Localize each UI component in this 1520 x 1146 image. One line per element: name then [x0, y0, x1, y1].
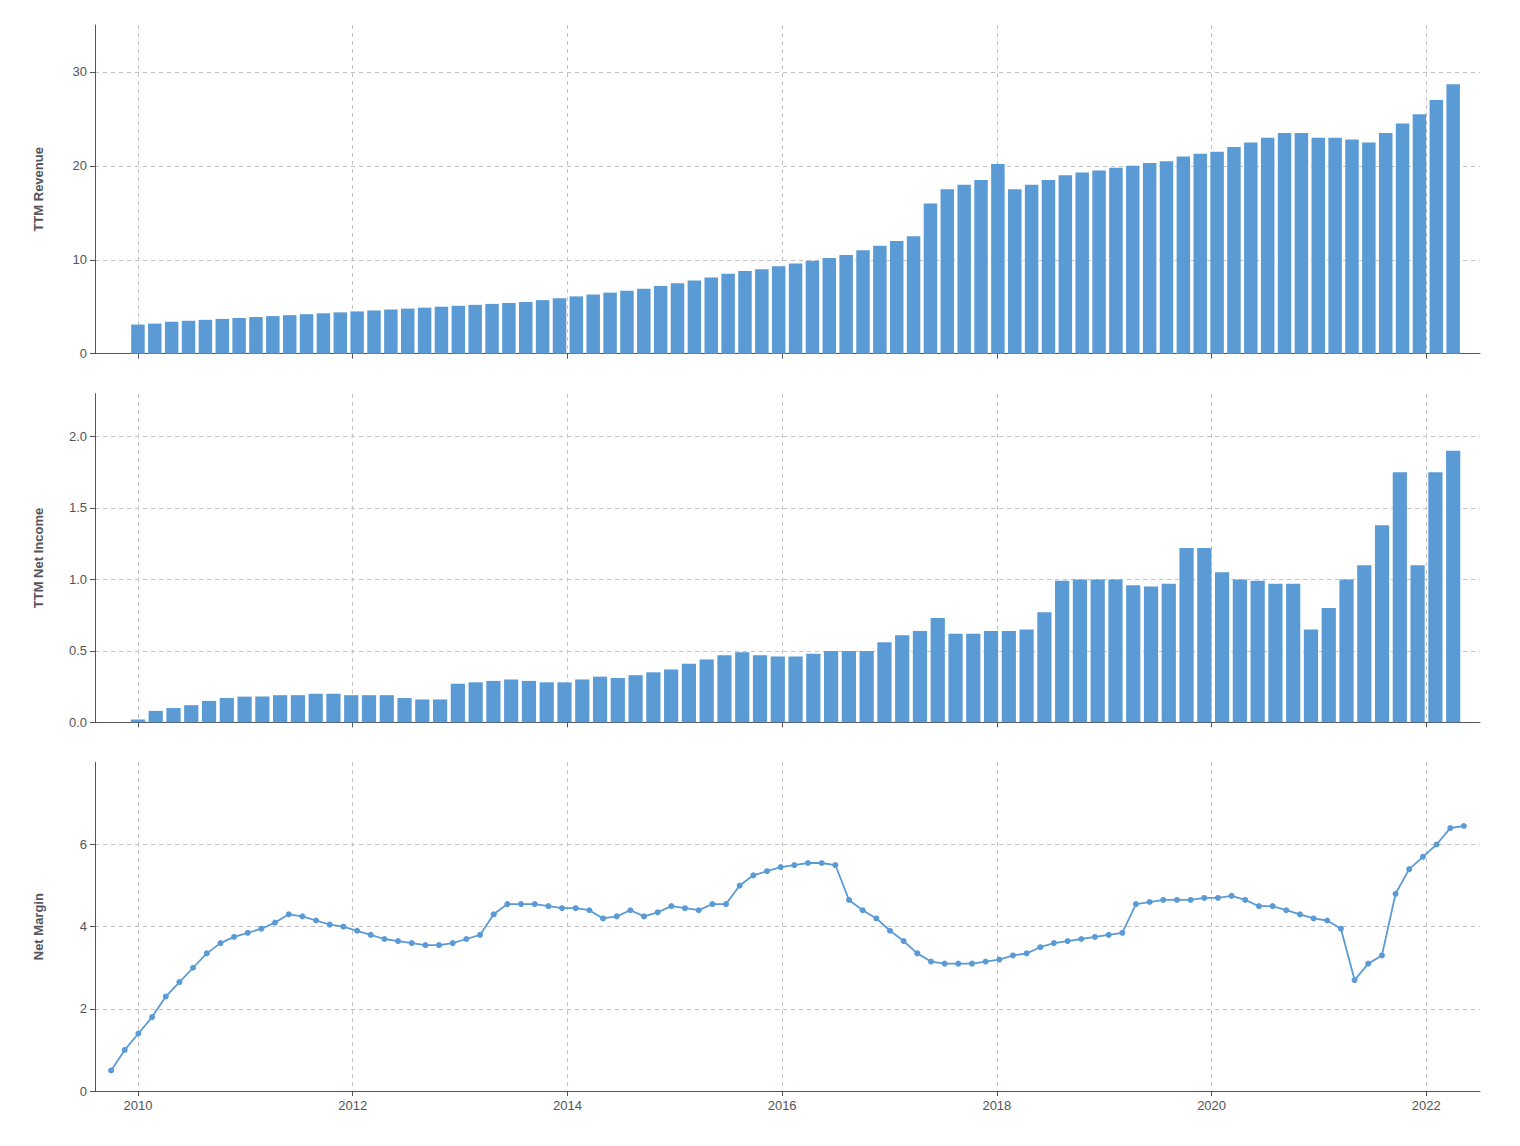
svg-text:2014: 2014: [553, 1098, 582, 1113]
svg-text:2018: 2018: [982, 1098, 1011, 1113]
svg-text:6: 6: [80, 837, 87, 852]
svg-text:2020: 2020: [1197, 1098, 1226, 1113]
svg-text:0: 0: [80, 1084, 87, 1099]
svg-text:2012: 2012: [338, 1098, 367, 1113]
svg-text:30: 30: [73, 64, 87, 79]
svg-text:0: 0: [80, 346, 87, 361]
svg-text:4: 4: [80, 919, 87, 934]
svg-text:2022: 2022: [1412, 1098, 1441, 1113]
svg-text:2: 2: [80, 1001, 87, 1016]
svg-text:0.5: 0.5: [69, 643, 87, 658]
svg-text:1.5: 1.5: [69, 500, 87, 515]
svg-text:TTM Net Income: TTM Net Income: [31, 508, 46, 608]
svg-text:2010: 2010: [123, 1098, 152, 1113]
svg-text:1.0: 1.0: [69, 572, 87, 587]
svg-text:2016: 2016: [768, 1098, 797, 1113]
svg-text:0.0: 0.0: [69, 715, 87, 730]
svg-text:20: 20: [73, 158, 87, 173]
svg-text:Net Margin: Net Margin: [31, 893, 46, 960]
svg-text:2.0: 2.0: [69, 429, 87, 444]
svg-text:TTM Revenue: TTM Revenue: [31, 147, 46, 232]
svg-text:10: 10: [73, 252, 87, 267]
